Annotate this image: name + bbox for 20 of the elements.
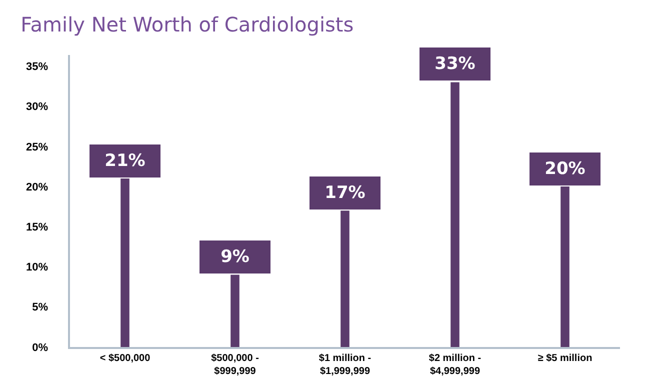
y-tick-label: 25% <box>26 141 48 154</box>
x-tick-label: $1 million - $1,999,999 <box>318 352 372 377</box>
y-tick-label: 0% <box>32 342 48 354</box>
y-tick-label: 15% <box>26 222 48 234</box>
y-tick-label: 30% <box>26 101 48 114</box>
data-label: 21% <box>104 151 146 171</box>
data-label: 17% <box>324 183 366 203</box>
data-label: 20% <box>544 159 586 179</box>
y-tick-label: 5% <box>32 302 48 314</box>
x-tick-label: < $500,000 <box>100 352 151 364</box>
x-tick-label: ≥ $5 million <box>538 352 592 364</box>
x-tick-label: $500,000 - $999,999 <box>211 352 259 377</box>
bar <box>450 82 460 347</box>
data-label: 9% <box>220 247 250 267</box>
data-label: 33% <box>434 54 476 74</box>
y-tick-label: 20% <box>26 181 48 194</box>
chart-title: Family Net Worth of Cardiologists <box>20 12 354 37</box>
y-tick-label: 35% <box>26 61 48 74</box>
x-tick-label: $2 million - $4,999,999 <box>428 352 482 377</box>
y-tick-label: 10% <box>26 262 48 274</box>
